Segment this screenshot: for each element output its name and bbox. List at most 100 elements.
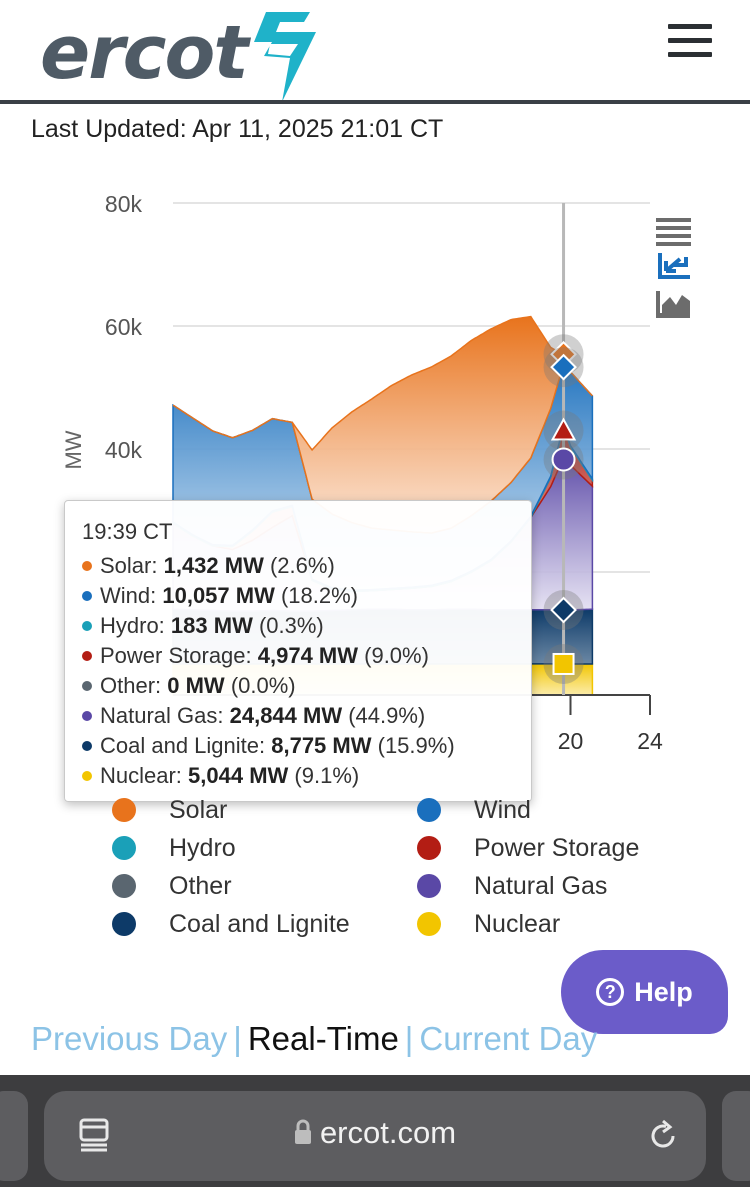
zoom-reset-icon[interactable] [656,251,692,281]
legend-label: Power Storage [474,833,640,862]
series-dot-icon [82,591,92,601]
series-dot-icon [82,711,92,721]
logo-text: ercot [40,10,249,96]
tooltip-row: Natural Gas: 24,844 MW (44.9%) [82,701,531,731]
series-dot-icon [82,561,92,571]
tooltip-row: Nuclear: 5,044 MW (9.1%) [82,761,531,791]
legend-label: Nuclear [474,909,561,938]
legend-swatch-icon [417,874,441,898]
question-icon: ? [596,978,625,1006]
ercot-logo[interactable]: ercot [40,8,316,102]
legend-label: Hydro [169,833,236,862]
area-series-solar[interactable] [172,315,593,534]
x-tick-label: 20 [558,728,584,754]
tooltip-percent: (18.2%) [274,583,359,608]
tooltip-value: 24,844 MW [229,703,343,728]
nav-separator: | [233,1020,242,1057]
y-tick-label: 40k [105,437,143,463]
legend-label: Coal and Lignite [169,909,350,938]
y-tick-label: 80k [105,191,143,217]
tooltip-row: Power Storage: 4,974 MW (9.0%) [82,641,531,671]
url-display[interactable]: ercot.com [44,1115,706,1151]
legend-item-hydro[interactable]: Hydro [112,831,236,865]
legend-label: Other [169,871,232,900]
realtime-tab[interactable]: Real-Time [247,1020,399,1057]
address-bar[interactable]: ercot.com [44,1091,706,1181]
lock-icon [294,1119,311,1144]
tooltip-value: 10,057 MW [162,583,275,608]
y-tick-label: 60k [105,314,143,340]
tooltip-row: Coal and Lignite: 8,775 MW (15.9%) [82,731,531,761]
next-tab-preview[interactable] [722,1091,750,1181]
legend-swatch-icon [112,912,136,936]
series-dot-icon [82,741,92,751]
hover-marker-natural-gas [551,447,576,472]
tooltip-label: Coal and Lignite: [100,733,272,758]
series-dot-icon [82,651,92,661]
tooltip-percent: (0.3%) [252,613,324,638]
legend-label: Natural Gas [474,871,608,900]
help-button[interactable]: ? Help [561,950,728,1034]
tooltip-value: 5,044 MW [188,763,289,788]
legend-swatch-icon [417,836,441,860]
legend-label: Solar [169,795,228,824]
tooltip-label: Natural Gas: [100,703,230,728]
legend-label: Wind [474,795,531,824]
hamburger-menu-icon[interactable] [668,22,714,62]
previous-tab-preview[interactable] [0,1091,28,1181]
tooltip-time: 19:39 CT [82,519,173,544]
hover-marker-power-storage [550,417,577,441]
lightning-logo-icon [254,12,316,102]
series-dot-icon [82,771,92,781]
last-updated-text: Last Updated: Apr 11, 2025 21:01 CT [31,115,444,143]
legend-item-wind[interactable]: Wind [417,793,531,827]
legend-item-coal-and-lignite[interactable]: Coal and Lignite [112,907,350,941]
tooltip-row: Hydro: 183 MW (0.3%) [82,611,531,641]
menu-lines-icon[interactable] [656,218,692,246]
tooltip-percent: (9.0%) [358,643,429,668]
tooltip-label: Wind: [100,583,163,608]
legend-item-other[interactable]: Other [112,869,232,903]
y-axis-label: MW [61,430,86,469]
tooltip-label: Power Storage: [100,643,258,668]
legend-item-natural-gas[interactable]: Natural Gas [417,869,607,903]
url-text: ercot.com [319,1115,457,1150]
tooltip-label: Nuclear: [100,763,189,788]
series-dot-icon [82,621,92,631]
hover-marker-coal-and-lignite [550,596,577,624]
help-label: Help [634,976,693,1007]
nav-separator: | [404,1020,414,1057]
tooltip-percent: (44.9%) [342,703,426,728]
legend-swatch-icon [417,798,441,822]
area-chart-icon[interactable] [656,291,692,319]
tooltip-value: 4,974 MW [257,643,359,668]
tooltip-row: Other: 0 MW (0.0%) [82,671,531,701]
x-tick-label: 24 [637,728,663,754]
site-header: ercot [0,0,750,102]
tooltip-label: Other: [100,673,168,698]
legend-swatch-icon [417,912,441,936]
tooltip-value: 0 MW [167,673,225,698]
tooltip-percent: (0.0%) [224,673,296,698]
tooltip-percent: (2.6%) [263,553,335,578]
hover-marker-nuclear [552,652,575,675]
tooltip-row: Wind: 10,057 MW (18.2%) [82,581,531,611]
hover-marker-wind [550,353,577,381]
tooltip-value: 8,775 MW [271,733,372,758]
tabs-icon[interactable] [78,1118,112,1152]
tooltip-value: 1,432 MW [163,553,264,578]
reload-icon[interactable] [646,1119,680,1153]
day-navigation: Previous Day | Real-Time | Current Day [31,1020,597,1058]
header-divider [0,100,750,104]
legend-item-solar[interactable]: Solar [112,793,227,827]
legend-item-power-storage[interactable]: Power Storage [417,831,639,865]
tooltip-row: Solar: 1,432 MW (2.6%) [82,551,531,581]
tooltip-percent: (15.9%) [371,733,455,758]
previous-day-link[interactable]: Previous Day [31,1020,228,1057]
browser-toolbar: ercot.com [0,1075,750,1187]
tooltip-label: Hydro: [100,613,171,638]
legend-swatch-icon [112,874,136,898]
legend-item-nuclear[interactable]: Nuclear [417,907,560,941]
series-dot-icon [82,681,92,691]
current-day-link[interactable]: Current Day [419,1020,598,1057]
